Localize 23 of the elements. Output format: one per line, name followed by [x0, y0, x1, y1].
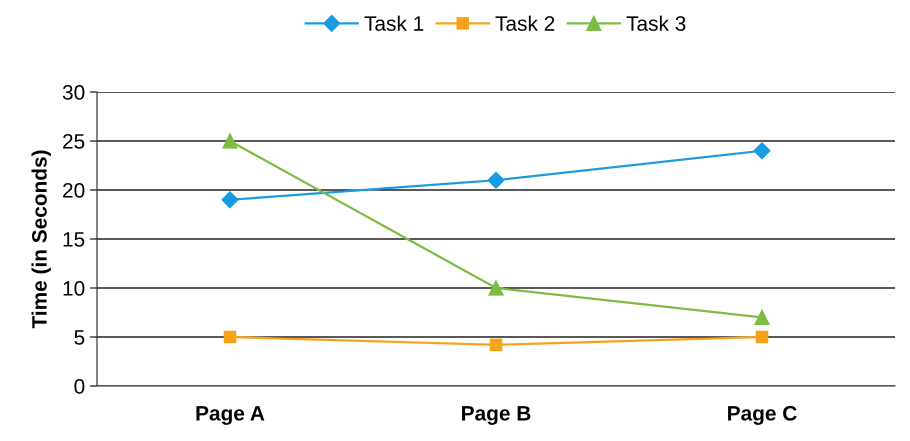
x-tick-label: Page C — [728, 406, 797, 425]
point — [487, 172, 505, 189]
point — [224, 330, 236, 344]
legend-label: Task 1 — [364, 16, 424, 31]
legend-label: Task 2 — [496, 16, 554, 31]
y-tick-label: 10 — [64, 281, 84, 296]
y-axis-title: Time (in Seconds) — [31, 150, 51, 328]
point — [753, 142, 771, 160]
point — [488, 280, 504, 296]
x-tick-label: Page A — [196, 406, 264, 425]
y-tick-label: 5 — [74, 330, 84, 345]
point — [221, 191, 239, 208]
point — [754, 310, 770, 326]
point — [490, 338, 502, 352]
y-tick-label: 15 — [64, 232, 84, 247]
y-tick-label: 25 — [63, 134, 84, 149]
y-tick-label: 20 — [63, 183, 84, 198]
y-tick-label: 0 — [74, 379, 84, 394]
x-tick-label: Page B — [462, 406, 530, 425]
point — [222, 133, 238, 149]
y-tick-label: 30 — [62, 85, 84, 100]
legend-label: Task 3 — [626, 16, 686, 31]
point — [756, 330, 768, 344]
